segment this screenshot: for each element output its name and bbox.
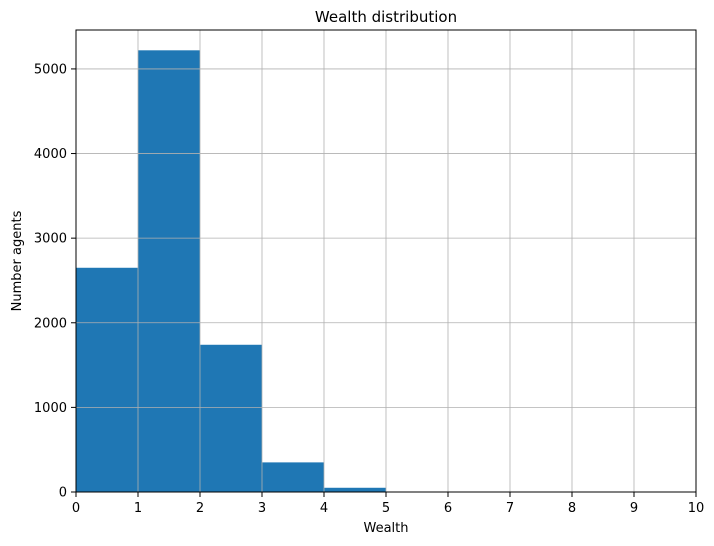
y-tick-label-4: 4000 (34, 147, 67, 162)
y-tick-label-1: 1000 (34, 401, 67, 416)
x-tick-label-0: 0 (72, 501, 80, 516)
x-tick-label-7: 7 (506, 501, 514, 516)
x-tick-label-3: 3 (258, 501, 266, 516)
x-tick-label-6: 6 (444, 501, 452, 516)
x-tick-label-1: 1 (134, 501, 142, 516)
x-tick-label-4: 4 (320, 501, 328, 516)
y-tick-label-3: 3000 (34, 232, 67, 247)
chart-title: Wealth distribution (315, 8, 457, 26)
y-tick-label-2: 2000 (34, 316, 67, 331)
y-tick-label-0: 0 (59, 486, 67, 501)
x-tick-label-5: 5 (382, 501, 390, 516)
x-tick-label-10: 10 (688, 501, 705, 516)
x-tick-label-9: 9 (630, 501, 638, 516)
y-axis-label: Number agents (10, 210, 25, 311)
y-tick-label-5: 5000 (34, 62, 67, 77)
histogram-bar-0 (76, 267, 138, 492)
histogram-bar-4 (324, 487, 386, 492)
histogram-bar-2 (200, 344, 262, 492)
x-tick-label-2: 2 (196, 501, 204, 516)
histogram-bar-3 (262, 462, 324, 492)
x-axis-label: Wealth (363, 521, 408, 536)
ticks: 0 1 2 3 4 5 6 7 8 9 10 0 1000 2000 3000 4000 5000 (34, 62, 704, 516)
histogram-bar-1 (138, 50, 200, 493)
x-tick-label-8: 8 (568, 501, 576, 516)
